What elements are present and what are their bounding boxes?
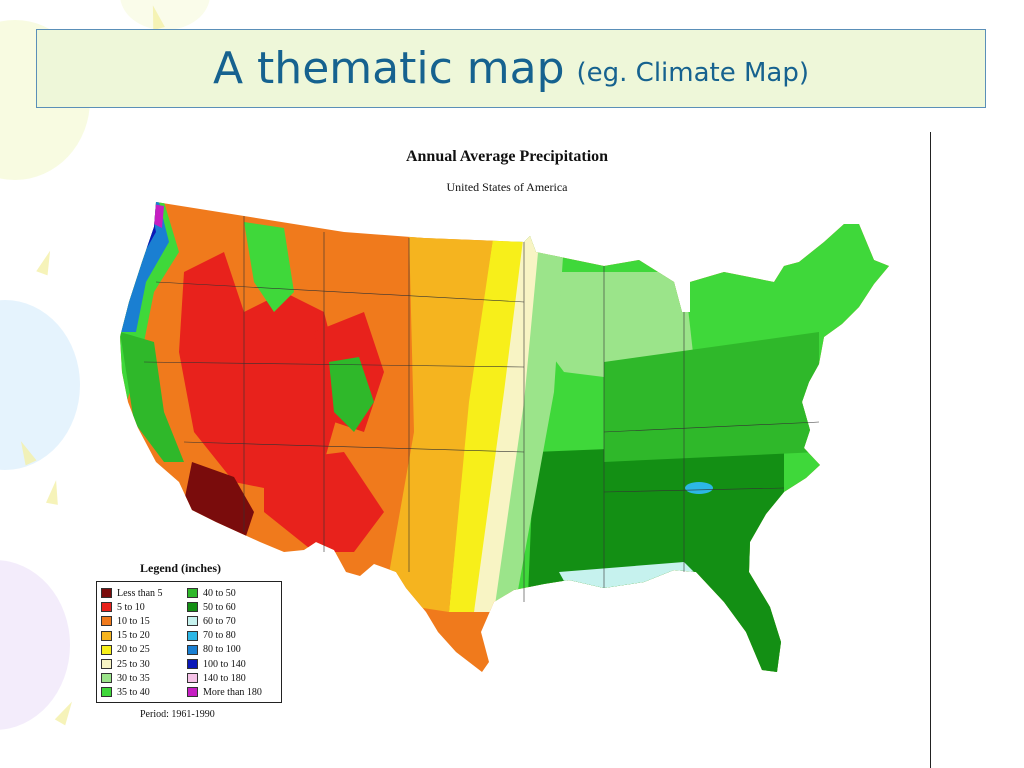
legend-label: 60 to 70 (203, 615, 236, 627)
decorative-balloon (120, 0, 210, 30)
region-35-40 (244, 222, 294, 312)
legend-swatch (101, 644, 112, 655)
legend-label: 140 to 180 (203, 672, 246, 684)
legend-item: 100 to 140 (187, 657, 262, 671)
legend-item: 80 to 100 (187, 643, 262, 657)
legend-item: Less than 5 (101, 586, 163, 600)
legend-label: 25 to 30 (117, 658, 150, 670)
legend-title: Legend (inches) (140, 561, 221, 575)
legend-item: 50 to 60 (187, 600, 262, 614)
legend-swatch (101, 588, 112, 599)
slide-title-note: (eg. Climate Map) (576, 57, 810, 88)
region-30-35-lakes (534, 272, 694, 382)
region-more-than-180 (152, 204, 164, 228)
region-40-50 (120, 332, 184, 462)
precipitation-map-panel: Annual Average Precipitation United Stat… (84, 132, 930, 768)
region-40-50 (329, 357, 374, 432)
map-subtitle: United States of America (446, 180, 568, 194)
legend-swatch (187, 602, 198, 613)
legend-swatch (187, 644, 198, 655)
legend-label: 100 to 140 (203, 658, 246, 670)
usa-precipitation-map (120, 202, 889, 672)
legend-item: 10 to 15 (101, 614, 163, 628)
decorative-balloon (0, 560, 70, 730)
legend-swatch (101, 602, 112, 613)
legend-item: 15 to 20 (101, 629, 163, 643)
legend-label: 5 to 10 (117, 601, 145, 613)
legend-label: Less than 5 (117, 587, 163, 599)
decorative-streamer (54, 698, 78, 726)
legend-swatch (101, 616, 112, 627)
legend-swatch (101, 673, 112, 684)
legend-column-right: 40 to 50 50 to 60 60 to 70 70 to 80 80 to 10… (187, 586, 262, 700)
legend-item: 25 to 30 (101, 657, 163, 671)
legend-column-left: Less than 5 5 to 10 10 to 15 15 to 20 20 to … (101, 586, 163, 700)
region-70-80 (685, 482, 713, 494)
legend-label: 35 to 40 (117, 686, 150, 698)
legend-swatch (187, 687, 198, 698)
region-30-35 (494, 242, 564, 612)
legend-swatch (187, 630, 198, 641)
period-note: Period: 1961-1990 (140, 709, 215, 720)
legend-label: More than 180 (203, 686, 262, 698)
legend-label: 40 to 50 (203, 587, 236, 599)
legend-label: 10 to 15 (117, 615, 150, 627)
legend-item: 60 to 70 (187, 614, 262, 628)
legend-swatch (187, 659, 198, 670)
panel-divider (930, 132, 931, 768)
legend-label: 70 to 80 (203, 630, 236, 642)
legend-item: 5 to 10 (101, 600, 163, 614)
legend-label: 80 to 100 (203, 644, 241, 656)
legend-item: 140 to 180 (187, 671, 262, 685)
legend-swatch (187, 616, 198, 627)
legend-label: 30 to 35 (117, 672, 150, 684)
legend-item: 70 to 80 (187, 629, 262, 643)
state-boundaries (143, 216, 820, 602)
legend-item: More than 180 (187, 685, 262, 699)
legend-item: 20 to 25 (101, 643, 163, 657)
region-5-10 (179, 252, 344, 492)
legend-item: 30 to 35 (101, 671, 163, 685)
legend-label: 20 to 25 (117, 644, 150, 656)
region-15-20 (384, 232, 494, 612)
decorative-streamer (46, 479, 62, 505)
decorative-streamer (36, 248, 56, 276)
slide-title: A thematic map (212, 43, 565, 94)
legend-label: 15 to 20 (117, 630, 150, 642)
legend: Less than 5 5 to 10 10 to 15 15 to 20 20 to … (96, 581, 282, 703)
legend-item: 35 to 40 (101, 685, 163, 699)
legend-swatch (187, 588, 198, 599)
legend-swatch (187, 673, 198, 684)
legend-swatch (101, 630, 112, 641)
legend-swatch (101, 659, 112, 670)
decorative-balloon (0, 300, 80, 470)
legend-item: 40 to 50 (187, 586, 262, 600)
legend-swatch (101, 687, 112, 698)
region-20-25 (449, 232, 524, 612)
slide-title-box: A thematic map (eg. Climate Map) (36, 29, 986, 108)
map-title: Annual Average Precipitation (405, 148, 609, 165)
legend-label: 50 to 60 (203, 601, 236, 613)
